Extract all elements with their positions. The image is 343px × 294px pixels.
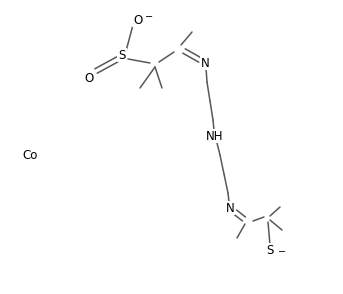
Text: NH: NH xyxy=(206,129,224,143)
Text: S: S xyxy=(266,243,274,256)
Text: Co: Co xyxy=(22,148,38,161)
Text: O: O xyxy=(84,71,94,84)
Text: −: − xyxy=(278,247,286,257)
Text: S: S xyxy=(118,49,126,61)
Text: N: N xyxy=(201,56,209,69)
Text: O: O xyxy=(133,14,143,26)
Text: −: − xyxy=(145,12,153,22)
Text: N: N xyxy=(226,201,234,215)
